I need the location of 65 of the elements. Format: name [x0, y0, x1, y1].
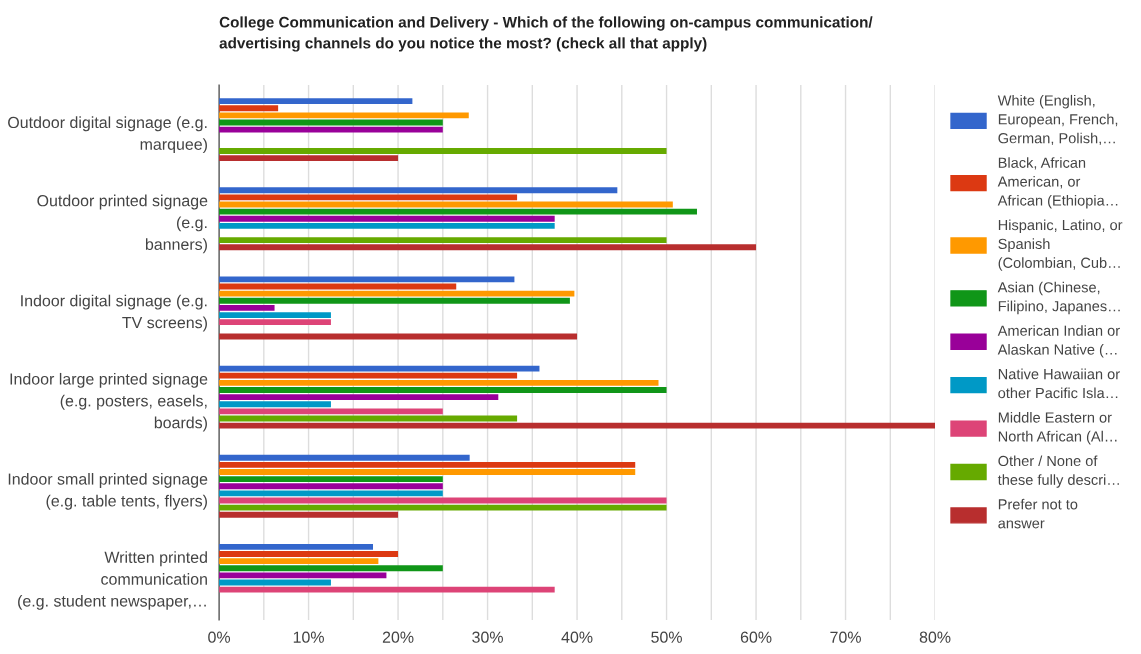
bar: [219, 290, 575, 297]
bar: [219, 148, 667, 154]
bar: [219, 551, 399, 557]
bar: [219, 155, 399, 162]
x-tick-label: 30%: [472, 631, 503, 643]
x-tick-label: 10%: [293, 631, 324, 643]
bar: [219, 112, 469, 119]
bar: [219, 586, 555, 593]
bar: [219, 194, 518, 201]
x-tick-label: 70%: [830, 631, 861, 643]
bar: [219, 511, 399, 518]
legend-label: Black, African American, or African (Ethiopia…: [997, 157, 1118, 209]
bar: [219, 476, 443, 483]
chart-title: College Communication and Delivery - Which of the following on-campus communication/ advertising channels do you notice the most? (check all that apply): [219, 16, 873, 52]
bar: [219, 215, 555, 222]
x-tick-label: 0%: [208, 631, 231, 643]
bar: [219, 372, 518, 379]
x-tick-label: 50%: [651, 631, 682, 643]
bar: [219, 543, 374, 550]
bar: [219, 126, 443, 133]
x-tick-label: 60%: [740, 631, 772, 643]
bar: [219, 572, 387, 579]
bar: [219, 469, 636, 475]
bar: [219, 394, 499, 401]
bar: [219, 305, 275, 311]
x-tick-label: 20%: [382, 631, 414, 643]
x-tick-label: 40%: [561, 631, 593, 643]
bar: [219, 387, 667, 393]
legend-label: Hispanic, Latino, or Spanish (Colombian, Cub…: [998, 219, 1123, 271]
bar: [219, 565, 443, 572]
legend-label: Asian (Chinese, Filipino, Japanes…: [997, 281, 1120, 315]
x-tick-label: 80%: [919, 631, 951, 643]
bar: [219, 483, 443, 490]
y-tick-label: Written printed communication (e.g. student newspaper,…: [18, 551, 207, 610]
bar: [219, 558, 379, 565]
bar: [219, 490, 443, 497]
y-tick-label: Indoor large printed signage (e.g. posters, easels, boards): [10, 372, 208, 432]
bar: [219, 276, 515, 283]
bar: [219, 208, 697, 215]
legend-label: Prefer not to answer: [998, 498, 1078, 529]
bar: [219, 297, 570, 304]
legend-label: Native Hawaiian or other Pacific Isla…: [998, 368, 1120, 399]
bar: [219, 319, 331, 326]
bar: [219, 379, 659, 386]
bar: [219, 454, 470, 461]
bar: [219, 237, 667, 244]
bar: [219, 187, 618, 194]
bar: [219, 222, 555, 229]
legend-label: Middle Eastern or North African (Al…: [998, 411, 1117, 445]
y-tick-label: Indoor digital signage (e.g. TV screens): [21, 294, 207, 332]
y-tick-label: Outdoor digital signage (e.g. marquee): [8, 116, 207, 154]
bar: [219, 312, 331, 318]
bar: [219, 408, 443, 415]
y-tick-label: Indoor small printed signage (e.g. table tents, flyers): [8, 473, 208, 510]
bar: [219, 98, 413, 104]
bar: [219, 422, 936, 429]
legend-label: American Indian or Alaskan Native (…: [997, 325, 1120, 358]
bar: [219, 105, 279, 112]
bar: [219, 244, 757, 251]
y-tick-label: Outdoor printed signage (e.g. banners): [37, 194, 208, 254]
bar: [219, 504, 667, 511]
bar: [219, 461, 636, 468]
legend-label: White (English, European, French, German, Polish,…: [997, 94, 1118, 146]
bar: [219, 401, 331, 408]
legend-label: Other / None of these fully descri…: [997, 455, 1119, 488]
